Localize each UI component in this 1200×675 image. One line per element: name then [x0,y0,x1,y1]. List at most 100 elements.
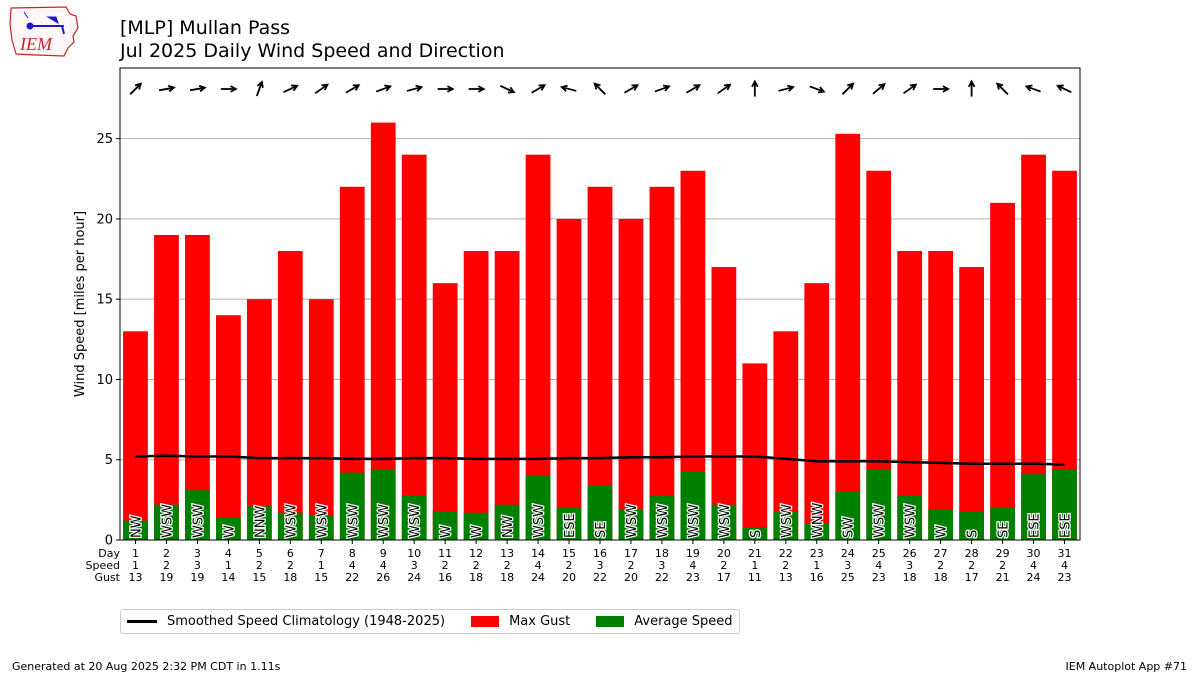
average-speed-bar [835,491,861,540]
x-tick-label: 31 [1058,547,1072,560]
average-speed-bar [959,511,984,540]
direction-label: SE [594,522,609,538]
x-tick-label: 3 [194,547,201,560]
x-tick-label: 1 [225,559,232,572]
x-tick-label: 4 [225,547,232,560]
average-speed-bar [1021,474,1046,540]
average-speed-bar [154,504,179,540]
wind-arrow-icon [872,82,886,95]
direction-label: WSW [408,504,423,538]
x-tick-label: 18 [903,571,917,584]
direction-label: SE [997,522,1012,538]
x-tick-label: 22 [779,547,793,560]
wind-arrow-icon [499,85,516,94]
wind-arrow-icon [283,84,299,93]
direction-label: WSW [873,504,888,538]
iem-logo: IEM [9,6,79,57]
x-tick-label: 2 [782,559,789,572]
x-tick-label: 2 [442,559,449,572]
x-tick-label: 20 [562,571,576,584]
wind-arrow-icon [406,84,424,92]
average-speed-bar [494,504,520,540]
max-gust-bar [990,202,1015,540]
x-tick-label: 22 [593,571,607,584]
direction-label: WSW [532,504,547,538]
x-tick-label: 20 [624,571,638,584]
x-tick-label: 1 [813,559,820,572]
average-speed-bar [618,509,644,540]
direction-label: NNW [253,506,268,538]
average-speed-bar [525,475,551,540]
legend-label: Average Speed [634,614,733,629]
y-tick-label: 20 [96,212,113,227]
y-tick-label: 15 [96,293,113,308]
wind-arrow-icon [967,79,976,97]
row-label: Day [98,547,120,560]
row-label: Gust [94,571,120,584]
x-tick-label: 4 [689,559,696,572]
x-tick-label: 3 [194,559,201,572]
average-speed-bar [990,507,1015,540]
x-tick-label: 3 [906,559,913,572]
chart-title: [MLP] Mullan Pass [120,17,291,39]
wind-arrow-icon [1024,84,1041,93]
wind-arrow-icon [375,84,393,93]
state-outline-icon [9,6,79,57]
x-tick-label: 1 [318,559,325,572]
x-tick-label: 3 [658,559,665,572]
x-tick-label: 4 [875,559,882,572]
max-gust-bar [216,315,241,540]
average-speed-bar [680,470,706,540]
wind-arrow-icon [559,84,577,92]
wind-arrow-icon [189,84,207,93]
x-tick-label: 26 [376,571,390,584]
direction-label: WSW [718,504,733,538]
direction-labels: NW WSW WSW W NNW WSW WSW WSW WSW WSW W W NW WSW ESE SE W… [128,501,1075,539]
wind-arrow-icon [220,85,238,93]
max-gust-bar [835,133,861,541]
direction-label: NW [501,515,516,538]
wind-arrow-icon [624,84,640,94]
max-gust-bar [401,154,427,540]
x-tick-label: 2 [627,559,634,572]
wind-barb-icon [23,11,65,35]
wind-arrow-icon [468,85,486,93]
generated-footer: Generated at 20 Aug 2025 2:32 PM CDT in … [12,660,281,673]
x-tick-label: 11 [748,571,762,584]
average-speed-bar [308,515,334,540]
average-speed-bar [742,527,768,540]
direction-label: WSW [377,504,392,538]
direction-label: ESE [1028,513,1043,538]
x-tick-label: 4 [349,559,356,572]
legend: Smoothed Speed Climatology (1948-2025) M… [120,609,740,634]
max-gust-bar [711,267,737,540]
chart-titles: [MLP] Mullan Pass Jul 2025 Daily Wind Sp… [120,17,504,63]
y-axis-label: Wind Speed [miles per hour] [73,211,88,397]
x-tick-label: 2 [968,559,975,572]
x-tick-label: 13 [128,571,142,584]
average-speed-bar [246,506,272,540]
wind-arrow-icon [654,84,671,93]
max-gust-bar [308,299,334,540]
x-tick-label: 24 [407,571,421,584]
legend-item-climatology: Smoothed Speed Climatology (1948-2025) [127,614,445,629]
legend-green-swatch [596,616,625,627]
average-speed-bar [1052,469,1077,540]
x-tick-label: 2 [473,559,480,572]
max-gust-bar [587,186,613,540]
max-gust-bar [123,331,148,540]
x-tick-label: 17 [965,571,979,584]
direction-label: WSW [315,504,330,538]
wind-arrow-icon [933,85,951,93]
max-gust-bar [556,218,582,540]
direction-label: ESE [563,513,578,538]
direction-label: WSW [284,504,299,538]
x-tick-label: 29 [996,547,1010,560]
legend-line-swatch [127,620,157,623]
max-gust-bar [804,283,830,540]
direction-label: ESE [1059,513,1074,538]
x-tick-label: 2 [163,547,170,560]
x-tick-label: 4 [535,559,542,572]
chart-subtitle: Jul 2025 Daily Wind Speed and Direction [120,40,505,62]
x-tick-label: 15 [252,571,266,584]
